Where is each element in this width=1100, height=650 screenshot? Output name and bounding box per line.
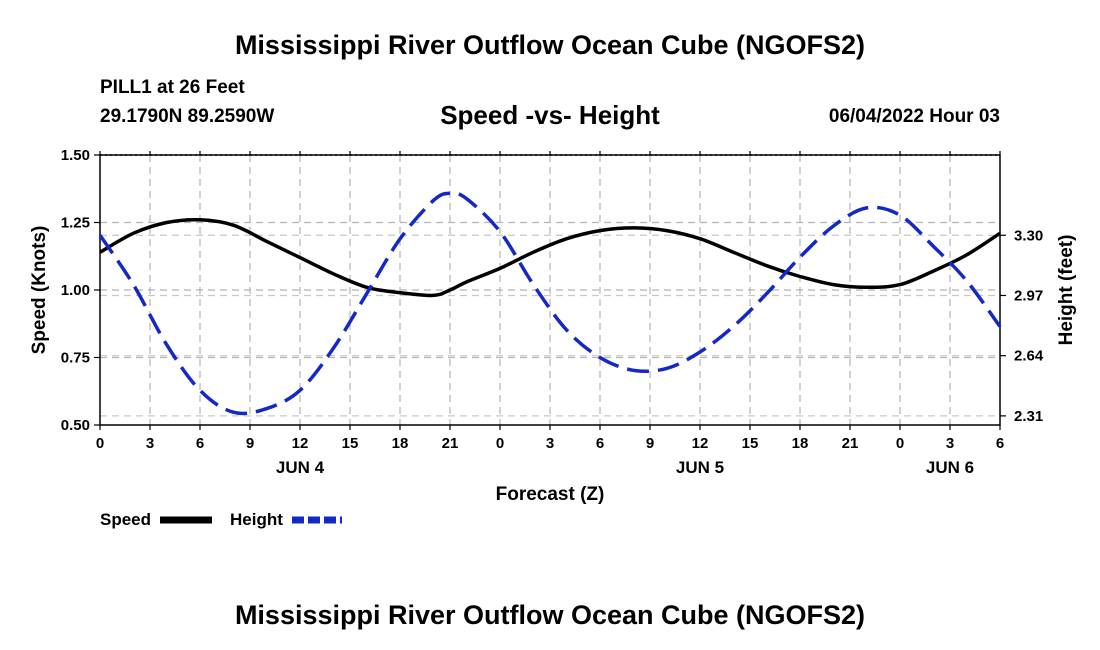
x-tick-label: 3 [946,435,954,452]
day-label: JUN 5 [676,458,724,477]
series-height [98,191,1002,416]
y-tick-label: 1.00 [61,282,90,299]
x-tick-label: 6 [996,435,1004,452]
x-tick-label: 9 [646,435,654,452]
x-tick-label: 0 [96,435,104,452]
x-tick-label: 18 [792,435,809,452]
grid-lines [100,155,1000,425]
y2-tick-label: 2.31 [1014,408,1043,425]
legend-label-speed: Speed [100,510,151,529]
day-label: JUN 6 [926,458,974,477]
y2-tick-label: 3.30 [1014,227,1043,244]
legend: Speed Height [100,510,342,529]
y-tick-label: 0.50 [61,417,90,434]
y-tick-label: 1.25 [61,215,90,232]
x-tick-label: 18 [392,435,409,452]
chart-title-top: Mississippi River Outflow Ocean Cube (NG… [234,30,866,60]
datetime-label: 06/04/2022 Hour 03 [828,106,1000,127]
axes: 0 3 6 9 12 15 18 21 0 3 6 9 12 15 18 21 0 3 6 JUN 4 JUN 5 JUN… [61,147,1044,477]
station-label: PILL1 at 26 Feet [100,77,245,98]
y2-tick-label: 2.97 [1014,287,1043,304]
x-tick-label: 21 [442,435,459,452]
day-label: JUN 4 [276,458,325,477]
coordinates-label: 29.1790N 89.2590W [100,106,275,127]
x-tick-label: 12 [692,435,709,452]
x-tick-label: 15 [342,435,359,452]
y2-tick-label: 2.64 [1014,348,1044,365]
chart-title-bottom: Mississippi River Outflow Ocean Cube (NG… [234,600,866,630]
y-axis-label-right: Height (feet) [1056,235,1077,346]
chart-subtitle: Speed -vs- Height [440,100,660,130]
x-axis-label: Forecast (Z) [496,484,605,505]
y-tick-label: 1.50 [61,147,90,164]
x-tick-label: 6 [196,435,204,452]
x-tick-label: 3 [146,435,154,452]
x-tick-label: 0 [496,435,504,452]
x-tick-label: 0 [896,435,904,452]
x-tick-label: 6 [596,435,604,452]
x-tick-label: 9 [246,435,254,452]
legend-label-height: Height [230,510,283,529]
x-tick-label: 15 [742,435,759,452]
y-axis-label-left: Speed (Knots) [29,226,50,355]
x-tick-label: 3 [546,435,554,452]
x-tick-label: 21 [842,435,859,452]
series-speed [99,217,1001,298]
series-lines [98,191,1002,416]
y-tick-label: 0.75 [61,350,90,367]
x-tick-label: 12 [292,435,309,452]
